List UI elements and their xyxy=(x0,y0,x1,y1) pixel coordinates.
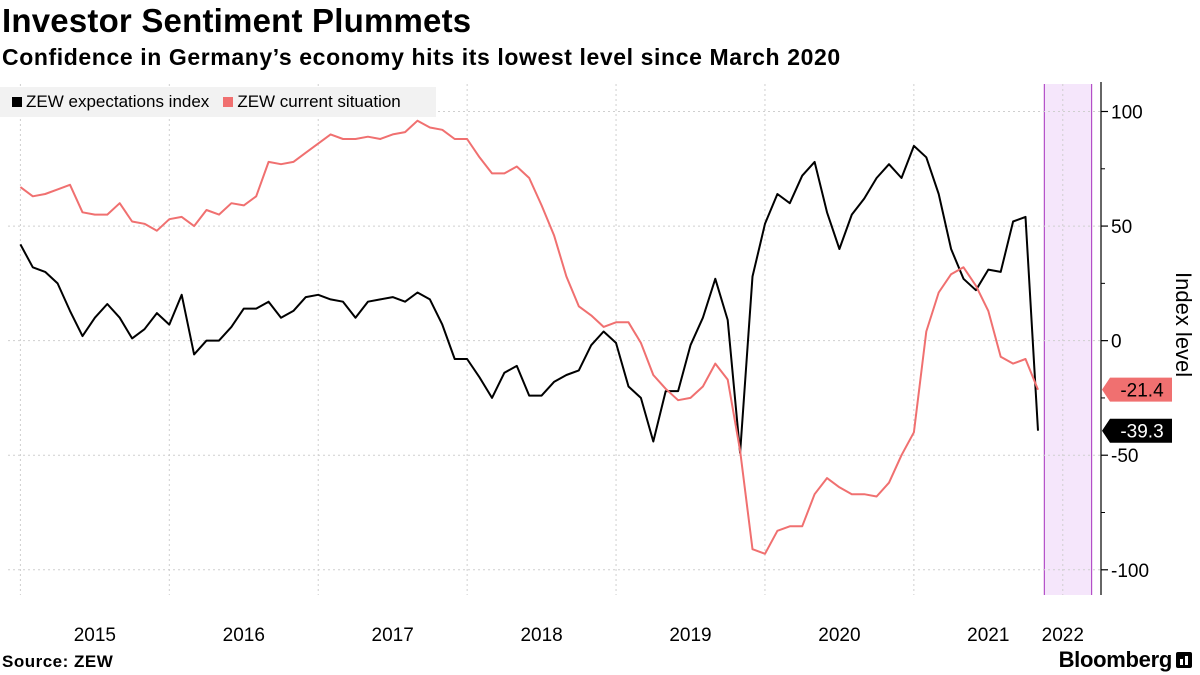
y-tick-label: -100 xyxy=(1111,561,1149,582)
y-tick-label: 0 xyxy=(1111,332,1122,353)
chart-grid xyxy=(8,84,1101,595)
chart-legend: ZEW expectations index ZEW current situa… xyxy=(0,87,436,117)
legend-label-current-situation: ZEW current situation xyxy=(237,92,401,111)
x-tick-label: 2021 xyxy=(967,625,1009,646)
y-axis-label: Index level xyxy=(1171,272,1196,377)
highlight-rect xyxy=(1044,84,1092,595)
end-label-text: -21.4 xyxy=(1120,381,1164,402)
x-axis: 2015 2016 2017 2018 2019 2020 2021 2022 xyxy=(74,625,1084,646)
bloomberg-terminal-icon xyxy=(1176,652,1192,668)
end-label-text: -39.3 xyxy=(1120,422,1163,443)
series-line-expectations xyxy=(19,144,1039,454)
legend-item-expectations: ZEW expectations index xyxy=(12,92,209,112)
y-tick-label: 100 xyxy=(1111,102,1143,123)
x-tick-label: 2018 xyxy=(520,625,562,646)
brand-name: Bloomberg xyxy=(1058,647,1173,672)
y-tick-label: -50 xyxy=(1111,446,1138,467)
x-tick-label: 2016 xyxy=(223,625,265,646)
chart-title: Investor Sentiment Plummets xyxy=(2,2,472,39)
brand-logo: Bloomberg xyxy=(1059,647,1192,673)
end-labels: -21.4 -39.3 xyxy=(1102,377,1172,443)
end-label-tag xyxy=(1102,418,1172,443)
source-note: Source: ZEW xyxy=(2,652,114,671)
legend-label-expectations: ZEW expectations index xyxy=(26,92,210,111)
y-axis: 100 50 0 -50 -100 xyxy=(1100,82,1149,595)
legend-swatch-current-situation xyxy=(223,97,234,107)
y-tick-label: 50 xyxy=(1111,217,1132,238)
x-tick-label: 2020 xyxy=(818,625,860,646)
end-label-tag xyxy=(1102,377,1172,402)
x-tick-label: 2019 xyxy=(669,625,711,646)
x-tick-label: 2022 xyxy=(1042,625,1084,646)
x-tick-label: 2017 xyxy=(372,625,414,646)
legend-item-current-situation: ZEW current situation xyxy=(223,92,401,112)
series-lines xyxy=(19,119,1039,555)
highlight-band xyxy=(1043,84,1093,595)
series-line-current-situation xyxy=(19,119,1039,555)
chart-subtitle: Confidence in Germany’s economy hits its… xyxy=(2,44,841,70)
legend-swatch-expectations xyxy=(12,97,22,107)
x-tick-label: 2015 xyxy=(74,625,116,646)
